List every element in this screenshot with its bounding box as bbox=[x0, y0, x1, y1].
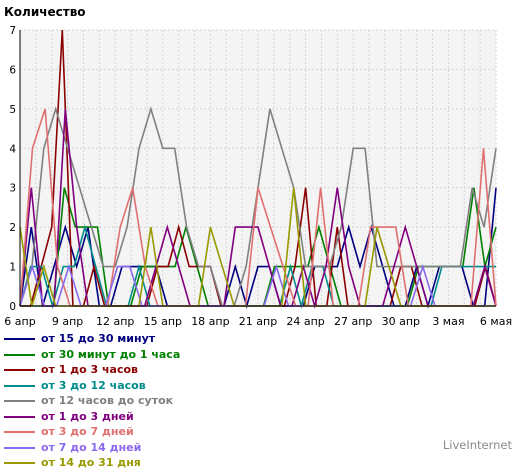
legend-swatch bbox=[4, 431, 35, 433]
x-tick-label: 6 апр bbox=[4, 315, 35, 328]
legend-swatch bbox=[4, 446, 35, 449]
brand-label: LiveInternet bbox=[442, 438, 512, 452]
x-tick-labels: 6 апр 9 апр 12 апр 15 апр 18 апр 21 апр 24 апр… bbox=[4, 315, 512, 328]
x-tick-label: 6 мая bbox=[480, 315, 512, 328]
legend-swatch bbox=[4, 338, 35, 340]
legend-item: от 3 до 12 часов bbox=[4, 378, 180, 394]
legend-item: от 1 до 3 дней bbox=[4, 409, 180, 425]
legend: от 15 до 30 минут от 30 минут до 1 часа от… bbox=[4, 331, 180, 471]
y-tick-label: 0 bbox=[9, 301, 16, 313]
legend-swatch bbox=[4, 400, 35, 402]
legend-swatch bbox=[4, 462, 35, 464]
legend-item: от 15 до 30 минут bbox=[4, 331, 180, 347]
y-tick-label: 4 bbox=[9, 143, 16, 155]
line-chart: Количество 0 1 2 3 4 5 6 7 6 апр 9 апр 12 апр 15 а… bbox=[4, 5, 512, 328]
legend-label: от 3 до 7 дней bbox=[41, 425, 134, 438]
y-axis-title: Количество bbox=[4, 5, 86, 19]
legend-label: от 14 до 31 дня bbox=[41, 456, 141, 469]
x-tick-label: 24 апр bbox=[286, 315, 324, 328]
legend-label: от 7 до 14 дней bbox=[41, 440, 142, 454]
y-tick-label: 7 bbox=[9, 25, 16, 37]
y-tick-label: 3 bbox=[9, 183, 16, 195]
x-tick-label: 15 апр bbox=[144, 315, 182, 328]
legend-item: от 30 минут до 1 часа bbox=[4, 347, 180, 363]
legend-swatch bbox=[4, 353, 35, 356]
legend-item: от 14 до 31 дня bbox=[4, 455, 180, 471]
x-tick-label: 30 апр bbox=[382, 315, 420, 328]
x-tick-label: 27 апр bbox=[334, 315, 372, 328]
x-tick-label: 3 мая bbox=[432, 315, 464, 328]
legend-label: от 1 до 3 часов bbox=[41, 363, 139, 376]
legend-item: от 3 до 7 дней bbox=[4, 424, 180, 440]
x-tick-label: 9 апр bbox=[52, 315, 83, 328]
legend-label: от 15 до 30 минут bbox=[41, 332, 156, 345]
y-tick-label: 2 bbox=[9, 222, 16, 234]
y-tick-labels: 0 1 2 3 4 5 6 7 bbox=[9, 25, 16, 313]
legend-item: от 7 до 14 дней bbox=[4, 440, 180, 456]
x-tick-label: 12 апр bbox=[96, 315, 134, 328]
legend-swatch bbox=[4, 384, 35, 387]
x-tick-label: 18 апр bbox=[191, 315, 229, 328]
legend-label: от 30 минут до 1 часа bbox=[41, 347, 181, 361]
legend-label: от 1 до 3 дней bbox=[41, 409, 134, 423]
y-tick-label: 5 bbox=[9, 104, 16, 116]
x-tick-label: 21 апр bbox=[239, 315, 277, 328]
legend-swatch bbox=[4, 369, 35, 371]
legend-swatch bbox=[4, 415, 35, 418]
legend-item: от 12 часов до суток bbox=[4, 393, 180, 409]
y-tick-label: 1 bbox=[9, 262, 16, 274]
legend-label: от 12 часов до суток bbox=[41, 394, 174, 407]
legend-label: от 3 до 12 часов bbox=[41, 378, 146, 392]
legend-item: от 1 до 3 часов bbox=[4, 362, 180, 378]
y-tick-label: 6 bbox=[9, 64, 16, 76]
